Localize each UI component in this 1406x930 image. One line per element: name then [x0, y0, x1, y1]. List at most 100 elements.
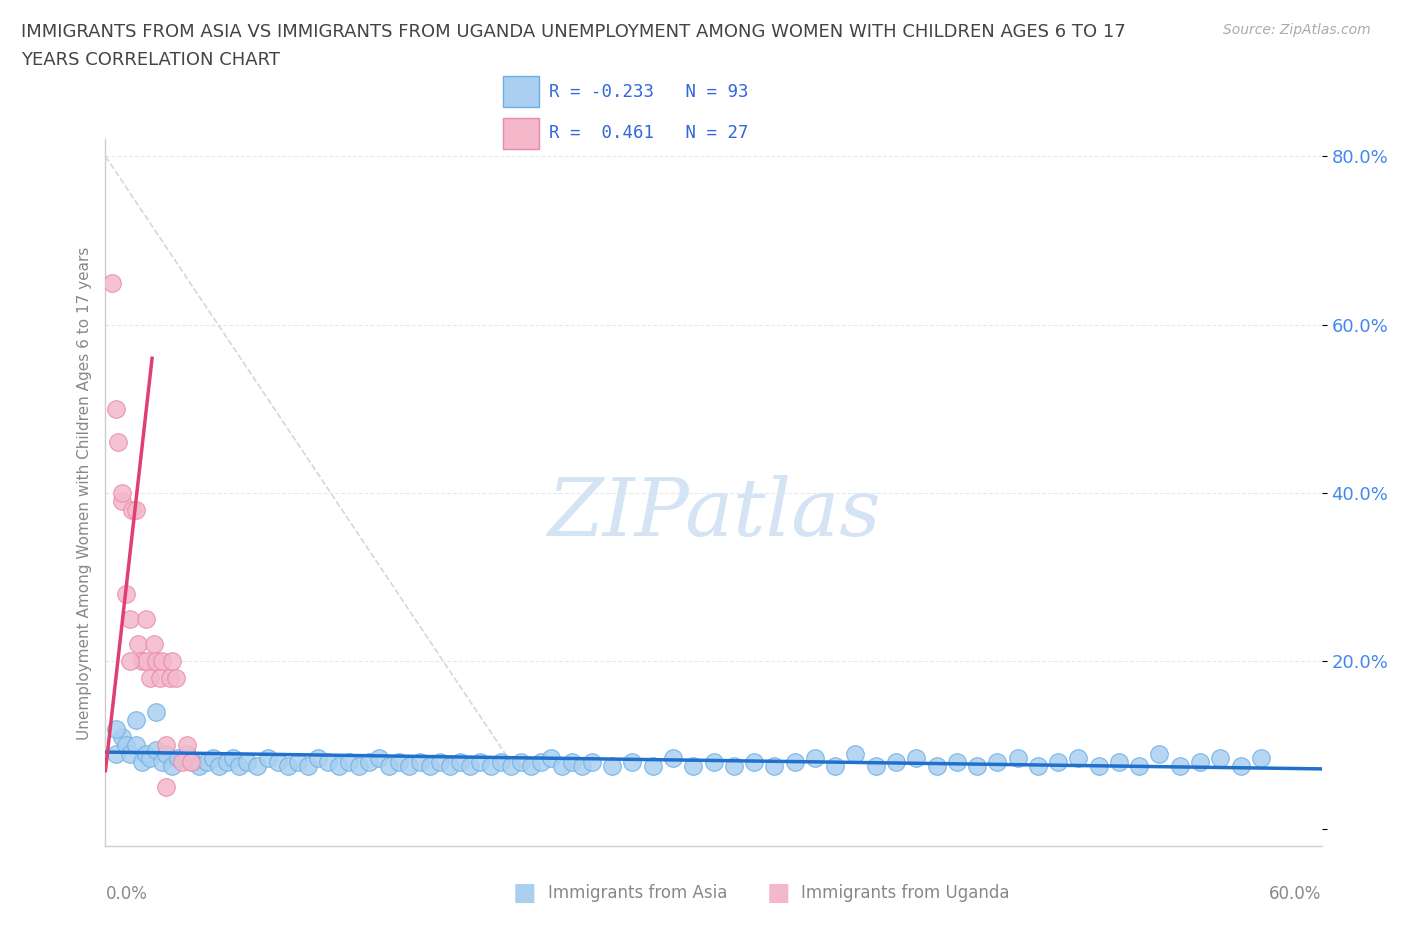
- Point: [256, 751, 278, 765]
- Point: [155, 737, 177, 752]
- Bar: [503, 76, 538, 107]
- Point: [159, 671, 181, 685]
- Point: [222, 751, 245, 765]
- Point: [621, 755, 644, 770]
- Point: [287, 755, 309, 770]
- Point: [297, 759, 319, 774]
- Point: [131, 654, 153, 669]
- Point: [149, 671, 172, 685]
- Point: [408, 755, 430, 770]
- Point: [104, 721, 127, 736]
- Point: [844, 746, 866, 761]
- Point: [114, 587, 136, 602]
- Point: [176, 737, 198, 752]
- Point: [378, 759, 401, 774]
- Point: [458, 759, 481, 774]
- Point: [520, 759, 543, 774]
- Text: Source: ZipAtlas.com: Source: ZipAtlas.com: [1223, 23, 1371, 37]
- Point: [368, 751, 391, 765]
- Text: R = -0.233   N = 93: R = -0.233 N = 93: [550, 83, 749, 100]
- Point: [145, 742, 167, 757]
- Point: [986, 755, 1008, 770]
- Point: [125, 502, 148, 517]
- Point: [419, 759, 441, 774]
- Point: [162, 759, 184, 774]
- Point: [143, 637, 166, 652]
- Text: Immigrants from Asia: Immigrants from Asia: [548, 884, 728, 902]
- Point: [104, 402, 127, 417]
- Point: [139, 751, 162, 765]
- Point: [208, 759, 231, 774]
- Point: [111, 729, 134, 744]
- Point: [945, 755, 967, 770]
- Point: [1108, 755, 1130, 770]
- Text: YEARS CORRELATION CHART: YEARS CORRELATION CHART: [21, 51, 280, 69]
- Text: ■: ■: [513, 881, 537, 905]
- Point: [201, 751, 224, 765]
- Point: [1189, 755, 1212, 770]
- Point: [176, 746, 198, 761]
- Point: [571, 759, 593, 774]
- Point: [925, 759, 948, 774]
- Point: [561, 755, 583, 770]
- Point: [277, 759, 299, 774]
- Point: [540, 751, 562, 765]
- Point: [127, 637, 149, 652]
- Point: [1128, 759, 1150, 774]
- Point: [1250, 751, 1272, 765]
- Point: [723, 759, 745, 774]
- Point: [742, 755, 765, 770]
- Point: [145, 654, 167, 669]
- Point: [187, 759, 209, 774]
- Point: [328, 759, 350, 774]
- Point: [388, 755, 411, 770]
- Point: [530, 755, 553, 770]
- Point: [429, 755, 451, 770]
- Point: [125, 737, 148, 752]
- Point: [125, 712, 148, 727]
- Point: [181, 755, 204, 770]
- Point: [150, 755, 173, 770]
- Point: [228, 759, 250, 774]
- Point: [1087, 759, 1109, 774]
- Point: [905, 751, 928, 765]
- Point: [165, 671, 187, 685]
- Point: [470, 755, 492, 770]
- Point: [104, 746, 127, 761]
- Point: [641, 759, 664, 774]
- Point: [118, 746, 141, 761]
- Point: [118, 654, 141, 669]
- Point: [1209, 751, 1232, 765]
- Point: [167, 751, 190, 765]
- Point: [162, 654, 184, 669]
- Point: [398, 759, 420, 774]
- Point: [489, 755, 512, 770]
- Point: [662, 751, 685, 765]
- Point: [824, 759, 846, 774]
- Point: [1229, 759, 1251, 774]
- Point: [131, 755, 153, 770]
- Point: [114, 737, 136, 752]
- Point: [499, 759, 522, 774]
- Text: IMMIGRANTS FROM ASIA VS IMMIGRANTS FROM UGANDA UNEMPLOYMENT AMONG WOMEN WITH CHI: IMMIGRANTS FROM ASIA VS IMMIGRANTS FROM …: [21, 23, 1126, 41]
- Point: [135, 654, 157, 669]
- Point: [884, 755, 907, 770]
- Point: [449, 755, 471, 770]
- Point: [1067, 751, 1090, 765]
- Bar: [503, 118, 538, 149]
- Point: [804, 751, 827, 765]
- Point: [479, 759, 502, 774]
- Text: ■: ■: [766, 881, 790, 905]
- Point: [100, 275, 122, 290]
- Point: [135, 746, 157, 761]
- Text: R =  0.461   N = 27: R = 0.461 N = 27: [550, 125, 749, 142]
- Point: [1026, 759, 1049, 774]
- Point: [581, 755, 603, 770]
- Point: [180, 755, 202, 770]
- Point: [246, 759, 269, 774]
- Point: [155, 780, 177, 795]
- Point: [139, 671, 162, 685]
- Point: [347, 759, 370, 774]
- Point: [966, 759, 988, 774]
- Point: [155, 746, 177, 761]
